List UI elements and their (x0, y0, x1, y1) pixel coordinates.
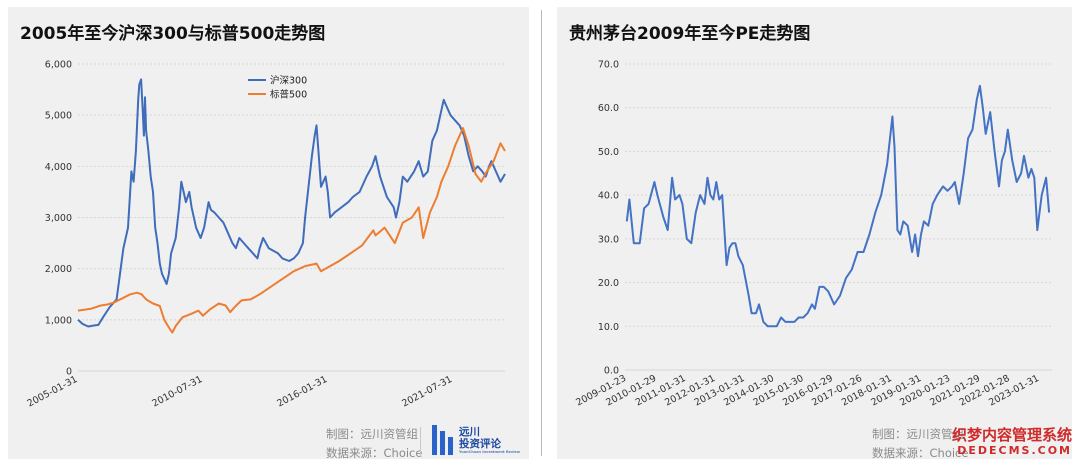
series-line-1 (77, 127, 506, 334)
right-chart-panel: 贵州茅台2009年至今PE走势图 0.0 10.0 20.0 30.0 40.0 50.0… (557, 7, 1072, 460)
y-tick-label: 60.0 (598, 103, 619, 114)
y-tick-label: 70.0 (598, 60, 619, 71)
y-tick-label: 6,000 (45, 60, 72, 71)
watermark: 织梦内容管理系统 DEDECMS.COM (952, 426, 1072, 458)
watermark-domain: DEDECMS.COM (957, 444, 1072, 457)
yuanchuan-logo: 远川 投资评论 YuanChuan Investment Review (432, 425, 520, 455)
y-tick-label: 0.0 (604, 366, 619, 377)
x-tick-label: 2021-07-31 (400, 374, 454, 410)
left-chart-panel: 2005年至今沪深300与标普500走势图 0 1,000 2,000 3,000 4,… (8, 7, 529, 460)
right-footer-author: 制图：远川资管组 (872, 427, 964, 441)
legend-label: 沪深300 (270, 75, 307, 87)
right-footer-source: 数据来源：Choice (872, 446, 969, 460)
right-footer: 制图：远川资管组 数据来源：Choice (872, 425, 968, 463)
watermark-text: 织梦内容管理系统 (951, 426, 1072, 444)
x-tick-label: 2010-07-31 (150, 374, 204, 410)
footer-separator (420, 427, 421, 457)
series-line-0 (625, 84, 1051, 328)
left-footer-author: 制图：远川资管组 (326, 427, 418, 441)
y-tick-label: 50.0 (598, 147, 619, 158)
legend-label: 标普500 (270, 89, 307, 101)
logo-subtitle: YuanChuan Investment Review (459, 449, 521, 454)
logo-bars-icon (432, 425, 453, 455)
left-footer: 制图：远川资管组 数据来源：Choice (326, 425, 422, 463)
y-tick-label: 30.0 (598, 234, 619, 245)
x-tick-label: 2005-01-31 (25, 374, 79, 410)
left-footer-source: 数据来源：Choice (326, 446, 423, 460)
y-tick-label: 4,000 (45, 162, 72, 173)
y-tick-label: 1,000 (45, 315, 72, 326)
y-tick-label: 0 (66, 367, 72, 378)
y-tick-label: 40.0 (598, 191, 619, 202)
logo-tagline: 投资评论 (459, 437, 501, 450)
x-tick-label: 2016-01-31 (275, 374, 329, 410)
logo-name: 远川 (459, 425, 480, 438)
y-tick-label: 10.0 (598, 322, 619, 333)
right-chart-title: 贵州茅台2009年至今PE走势图 (569, 24, 811, 44)
y-tick-label: 2,000 (45, 264, 72, 275)
moutai-pe-chart: 0.010.020.030.040.050.060.070.02009-01-2… (574, 60, 1052, 409)
y-tick-label: 5,000 (45, 111, 72, 122)
y-tick-label: 3,000 (45, 213, 72, 224)
csi300-sp500-chart: 0 1,000 2,000 3,000 4,000 5,000 6,000 2005-01-3… (25, 60, 506, 410)
y-tick-label: 20.0 (598, 278, 619, 289)
series-line-0 (77, 78, 506, 328)
panel-divider (541, 10, 542, 456)
left-chart-title: 2005年至今沪深300与标普500走势图 (20, 24, 326, 44)
